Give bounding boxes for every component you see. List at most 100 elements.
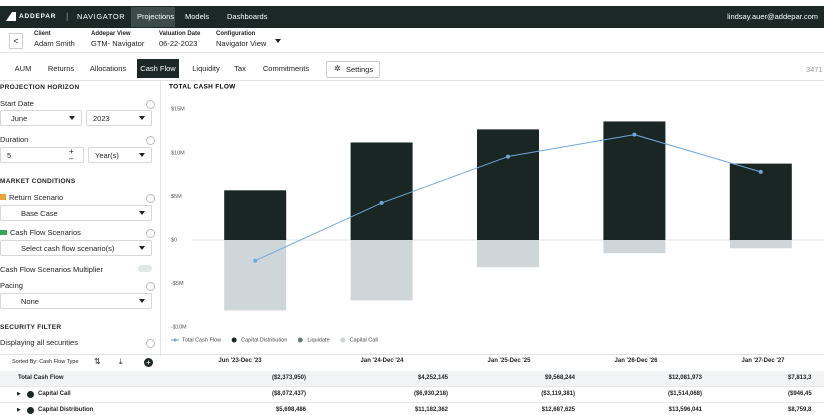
cell: $12,081,973	[668, 375, 702, 381]
dropdown[interactable]: Base Case	[0, 205, 152, 221]
context-label: Addepar View	[91, 31, 131, 37]
y-tick-label: -$5M	[171, 281, 184, 287]
legend-marker	[340, 337, 346, 343]
y-tick-label: $0	[171, 237, 177, 243]
sort-label: Sorted By: Cash Flow Type	[12, 359, 79, 365]
tab[interactable]: Commitments	[262, 64, 310, 73]
line-point	[253, 258, 258, 263]
input-value: 5	[7, 151, 12, 160]
number-input[interactable]: 5 + –	[0, 147, 84, 163]
chart-title: TOTAL CASH FLOW	[169, 84, 236, 91]
help-icon[interactable]	[146, 229, 155, 238]
dropdown[interactable]: June	[0, 110, 82, 126]
active-nav-bg	[131, 7, 175, 27]
y-tick-label: $15M	[171, 107, 185, 113]
cell: ($3,119,381)	[541, 391, 575, 397]
row-line	[0, 402, 824, 403]
field-label: Start Date	[0, 99, 34, 108]
bar	[729, 163, 792, 240]
column-header: Jun '23-Dec '23	[218, 358, 262, 364]
product: NAVIGATOR	[77, 12, 126, 21]
cell: ($6,930,218)	[413, 391, 448, 397]
help-icon[interactable]	[146, 194, 155, 203]
context-value[interactable]: Navigator View	[216, 39, 267, 48]
tab-right-text: 3471	[806, 65, 823, 74]
bar	[603, 121, 666, 240]
expand-caret[interactable]: ▶	[17, 391, 21, 397]
settings-icon: ✲	[334, 64, 341, 73]
legend-marker	[173, 338, 177, 342]
tab[interactable]: Allocations	[89, 64, 127, 73]
settings-label: Settings	[346, 65, 374, 74]
dropdown[interactable]: Year(s)	[88, 147, 152, 163]
y-tick-label: $5M	[171, 194, 182, 200]
cell: $11,182,362	[414, 407, 448, 413]
bar	[477, 240, 539, 268]
table	[0, 354, 824, 415]
cell: ($2,373,950)	[271, 375, 306, 381]
bar	[729, 240, 792, 249]
cell: $9,568,244	[544, 375, 575, 381]
dropdown-value: Base Case	[21, 209, 58, 218]
bar	[603, 240, 666, 254]
cell: ($946,45	[788, 391, 812, 397]
line-point	[506, 154, 510, 159]
top-nav	[0, 6, 824, 28]
active-tab[interactable]: Cash Flow	[137, 59, 179, 78]
expand-caret[interactable]: ▶	[17, 407, 21, 413]
tab[interactable]: AUM	[14, 64, 32, 73]
settings-button[interactable]	[326, 61, 380, 78]
bar	[350, 240, 413, 301]
download-icon[interactable]: ⤓	[119, 357, 123, 366]
tab[interactable]: Tax	[234, 64, 246, 73]
context-label: Valuation Date	[159, 31, 201, 37]
sort-icon[interactable]: ⇅	[94, 357, 101, 366]
cell: ($8,072,437)	[271, 391, 306, 397]
help-icon[interactable]	[146, 339, 155, 348]
context-value: 06-22-2023	[159, 39, 198, 48]
bar	[477, 129, 539, 240]
back-button[interactable]: <	[9, 33, 23, 49]
dropdown[interactable]: 2023	[86, 110, 152, 126]
nav-tab[interactable]: Projections	[137, 12, 175, 21]
cell: ($1,514,068)	[667, 391, 702, 397]
help-icon[interactable]	[146, 282, 155, 291]
cell: $12,687,625	[541, 407, 575, 413]
cell: $5,698,486	[275, 407, 306, 413]
add-button[interactable]: +	[144, 358, 153, 367]
help-icon[interactable]	[146, 100, 155, 109]
legend-label: Capital Call	[350, 337, 378, 343]
tab[interactable]: Returns	[47, 64, 75, 73]
toggle[interactable]	[138, 265, 152, 272]
row-label: Total Cash Flow	[18, 375, 64, 381]
nav-tab[interactable]: Models	[185, 12, 210, 21]
scenario-icon	[0, 194, 6, 200]
dropdown-value: None	[21, 297, 39, 306]
context-label: Configuration	[216, 31, 256, 37]
tab[interactable]: Liquidity	[192, 64, 220, 73]
field-label: Cash Flow Scenarios Multiplier	[0, 265, 103, 274]
cell: $8,759,8	[788, 407, 812, 413]
bar	[224, 190, 287, 240]
column-header: Jan '24-Dec '24	[360, 358, 404, 364]
divider: |	[66, 11, 69, 21]
column-header: Jan '25-Dec '25	[487, 358, 531, 364]
column-header: Jan '26-Dec '26	[614, 358, 658, 364]
user[interactable]: lindsay.auer@addepar.com	[727, 12, 818, 21]
row-label: Capital Distribution	[38, 407, 94, 413]
legend-marker	[297, 337, 303, 343]
sidebar-divider	[160, 81, 161, 356]
row-icon	[27, 407, 34, 414]
cell: $13,596,041	[668, 407, 702, 413]
bar	[350, 142, 413, 240]
scenario-icon	[0, 230, 7, 235]
dropdown[interactable]: None	[0, 293, 152, 309]
total-row-bg	[0, 371, 824, 386]
help-icon[interactable]	[146, 136, 155, 145]
context-bar	[0, 28, 824, 53]
nav-tab[interactable]: Dashboards	[227, 12, 268, 21]
dropdown[interactable]: Select cash flow scenario(s)	[0, 240, 152, 256]
row-line	[0, 386, 824, 387]
column-header: Jan '27-Dec '27	[741, 358, 785, 364]
